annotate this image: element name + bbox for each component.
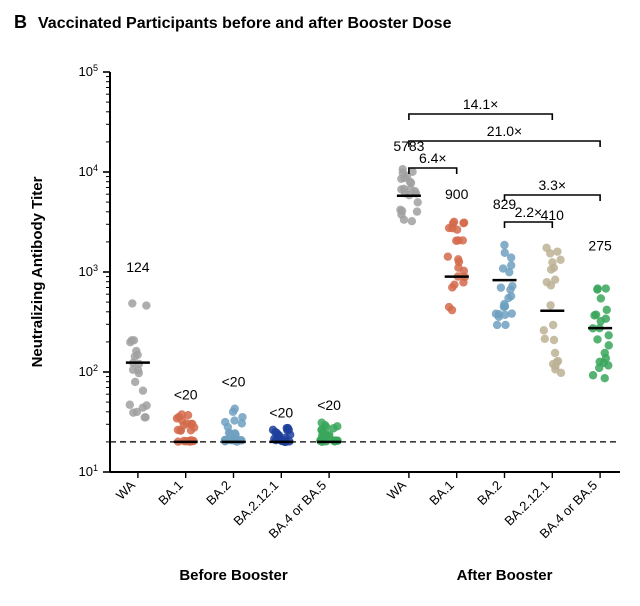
- data-point: [230, 416, 238, 424]
- scatter-chart: B Vaccinated Participants before and afte…: [0, 0, 640, 606]
- panel-label: B: [14, 12, 27, 32]
- data-point: [551, 349, 559, 357]
- data-point: [408, 217, 416, 225]
- data-point: [139, 386, 147, 394]
- data-point: [459, 278, 467, 286]
- data-point: [225, 429, 233, 437]
- data-point: [602, 284, 610, 292]
- comparison-label: 3.3×: [538, 177, 566, 193]
- data-point: [178, 410, 186, 418]
- data-point: [553, 247, 561, 255]
- group-label: Before Booster: [179, 567, 288, 584]
- data-point: [595, 364, 603, 372]
- data-point: [601, 374, 609, 382]
- data-point: [141, 413, 149, 421]
- data-point: [142, 301, 150, 309]
- data-point: [188, 420, 196, 428]
- data-point: [444, 252, 452, 260]
- data-point: [604, 331, 612, 339]
- data-point: [237, 436, 245, 444]
- data-point: [501, 249, 509, 257]
- data-point: [501, 321, 509, 329]
- data-point: [129, 366, 137, 374]
- data-point: [602, 354, 610, 362]
- data-point: [130, 336, 138, 344]
- data-point: [589, 371, 597, 379]
- data-point: [546, 301, 554, 309]
- data-point: [284, 424, 292, 432]
- data-point: [500, 241, 508, 249]
- data-point: [449, 219, 457, 227]
- data-point: [176, 426, 184, 434]
- data-point: [551, 275, 559, 283]
- series-value-label: 275: [588, 238, 612, 254]
- series-value-label: 900: [445, 186, 469, 202]
- data-point: [269, 426, 277, 434]
- data-point: [229, 436, 237, 444]
- series-value-label: <20: [317, 397, 341, 413]
- data-point: [131, 352, 139, 360]
- data-point: [400, 215, 408, 223]
- data-point: [603, 306, 611, 314]
- chart-title: Vaccinated Participants before and after…: [38, 15, 452, 32]
- data-point: [547, 265, 555, 273]
- data-point: [139, 403, 147, 411]
- data-point: [411, 187, 419, 195]
- chart-bg: [0, 0, 640, 606]
- data-point: [593, 284, 601, 292]
- data-point: [507, 261, 515, 269]
- comparison-label: 6.4×: [419, 150, 447, 166]
- data-point: [329, 424, 337, 432]
- data-point: [605, 341, 613, 349]
- series-value-label: <20: [222, 373, 246, 389]
- data-point: [506, 285, 514, 293]
- data-point: [550, 336, 558, 344]
- data-point: [413, 207, 421, 215]
- series-value-label: <20: [269, 405, 293, 421]
- data-point: [131, 378, 139, 386]
- data-point: [455, 258, 463, 266]
- data-point: [238, 419, 246, 427]
- data-point: [450, 280, 458, 288]
- series-value-label: 410: [541, 207, 565, 223]
- data-point: [508, 309, 516, 317]
- data-point: [493, 321, 501, 329]
- data-point: [128, 299, 136, 307]
- data-point: [541, 335, 549, 343]
- series-value-label: <20: [174, 386, 198, 402]
- data-point: [452, 237, 460, 245]
- data-point: [540, 326, 548, 334]
- data-point: [549, 321, 557, 329]
- data-point: [543, 278, 551, 286]
- comparison-label: 2.2×: [515, 204, 543, 220]
- data-point: [597, 317, 605, 325]
- data-point: [445, 303, 453, 311]
- comparison-label: 21.0×: [487, 123, 522, 139]
- comparison-label: 14.1×: [463, 96, 498, 112]
- data-point: [403, 172, 411, 180]
- group-label: After Booster: [457, 567, 553, 584]
- data-point: [593, 335, 601, 343]
- data-point: [497, 283, 505, 291]
- data-point: [126, 401, 134, 409]
- data-point: [548, 258, 556, 266]
- data-point: [229, 408, 237, 416]
- data-point: [495, 313, 503, 321]
- y-axis-label: Neutralizing Antibody Titer: [29, 176, 46, 367]
- data-point: [500, 302, 508, 310]
- data-point: [551, 362, 559, 370]
- data-point: [398, 207, 406, 215]
- data-point: [556, 256, 564, 264]
- data-point: [597, 294, 605, 302]
- data-point: [459, 219, 467, 227]
- series-value-label: 124: [126, 259, 150, 275]
- data-point: [542, 244, 550, 252]
- data-point: [414, 198, 422, 206]
